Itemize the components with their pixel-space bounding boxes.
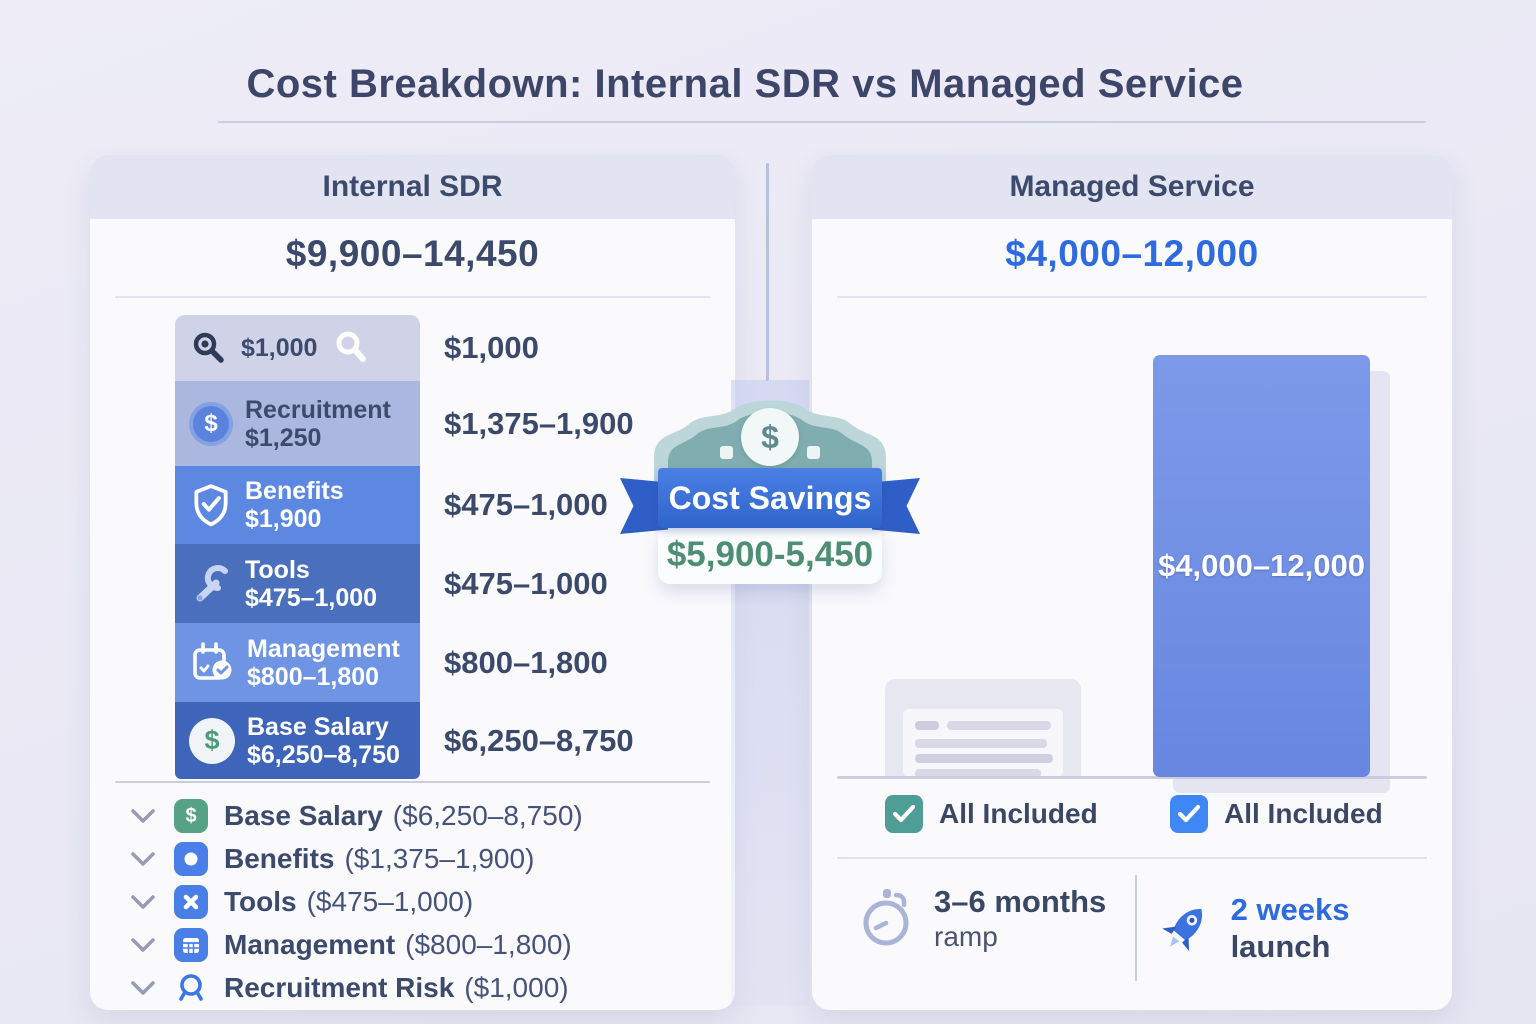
cost-savings-badge: $ Cost Savings $5,900-5,450 bbox=[620, 392, 920, 596]
segment-row-tools: Tools $475–1,000 $475–1,000 bbox=[175, 544, 735, 623]
chevron-down-icon[interactable] bbox=[130, 890, 156, 914]
internal-sdr-total: $9,900–14,450 bbox=[285, 233, 540, 274]
legend-item-management: Management ($800–1,800) bbox=[130, 927, 710, 963]
segment-row-benefits: Benefits $1,900 $475–1,000 bbox=[175, 466, 735, 544]
dollar-badge-icon: $ bbox=[741, 408, 799, 466]
dollar-square-icon: $ bbox=[174, 799, 208, 833]
chevron-down-icon[interactable] bbox=[130, 804, 156, 828]
footer-divider bbox=[1135, 875, 1137, 981]
chevron-down-icon[interactable] bbox=[130, 847, 156, 871]
legend: $ Base Salary ($6,250–8,750) Benefits ($… bbox=[130, 798, 710, 1013]
segment-row-recruitment: $ Recruitment $1,250 $1,375–1,900 bbox=[175, 381, 735, 466]
dot-square-icon bbox=[174, 842, 208, 876]
segment-row-recruitment-risk: $1,000 $1,000 bbox=[175, 315, 735, 381]
managed-service-card: Managed Service $4,000–12,000 $4,000–12,… bbox=[812, 155, 1452, 1010]
bar-value-label: $4,000–12,000 bbox=[1158, 548, 1365, 583]
segment-range: $475–1,000 bbox=[444, 565, 608, 601]
divider bbox=[115, 296, 710, 298]
all-included-left: All Included bbox=[885, 795, 1098, 833]
magnifier-dark-icon bbox=[189, 328, 229, 368]
magnifier-blue-icon bbox=[174, 971, 208, 1005]
included-row: All Included All Included bbox=[812, 795, 1452, 843]
page-title: Cost Breakdown: Internal SDR vs Managed … bbox=[246, 62, 1244, 106]
segment-range: $1,375–1,900 bbox=[444, 405, 634, 441]
footer-metrics: 3–6 months ramp 2 weeks launch bbox=[812, 869, 1452, 989]
chevron-down-icon[interactable] bbox=[130, 976, 156, 1000]
x-square-icon bbox=[174, 885, 208, 919]
title-divider bbox=[218, 121, 1426, 123]
managed-service-bar: $4,000–12,000 bbox=[1153, 355, 1370, 777]
stopwatch-icon bbox=[863, 889, 909, 946]
segment-range: $475–1,000 bbox=[444, 487, 608, 522]
internal-sdr-header: Internal SDR bbox=[90, 155, 735, 219]
shield-check-icon bbox=[189, 483, 233, 527]
dollar-coin-icon: $ bbox=[189, 717, 235, 764]
internal-sdr-card: Internal SDR $9,900–14,450 $1,000 bbox=[90, 155, 735, 1010]
wrench-icon bbox=[189, 562, 233, 606]
segment-row-base-salary: $ Base Salary $6,250–8,750 $6,250–8,750 bbox=[175, 702, 735, 779]
divider bbox=[115, 781, 710, 783]
managed-service-total: $4,000–12,000 bbox=[1005, 233, 1259, 274]
magnifier-white-icon bbox=[331, 328, 371, 368]
segment-value: $1,000 bbox=[241, 334, 318, 362]
teal-checkbox-icon[interactable] bbox=[885, 795, 923, 833]
dollar-circle-icon: $ bbox=[189, 401, 233, 446]
center-divider bbox=[766, 163, 769, 381]
segment-range: $6,250–8,750 bbox=[444, 722, 634, 758]
badge-dot-left bbox=[720, 446, 733, 459]
calendar-square-icon bbox=[174, 928, 208, 962]
divider bbox=[837, 296, 1427, 298]
stacked-bar: $1,000 $1,000 $ Recruitment $1,250 $1,37 bbox=[175, 315, 735, 779]
launch-metric: 2 weeks launch bbox=[1160, 891, 1452, 965]
segment-row-management: Management $800–1,800 $800–1,800 bbox=[175, 623, 735, 702]
all-included-right: All Included bbox=[1170, 795, 1383, 833]
cost-savings-amount: $5,900-5,450 bbox=[658, 526, 882, 584]
blue-checkbox-icon[interactable] bbox=[1170, 795, 1208, 833]
calendar-check-icon bbox=[189, 640, 235, 686]
segment-range: $800–1,800 bbox=[444, 644, 608, 680]
legend-item-benefits: Benefits ($1,375–1,900) bbox=[130, 841, 710, 877]
badge-dot-right bbox=[807, 446, 820, 459]
cost-savings-ribbon: Cost Savings bbox=[658, 468, 882, 528]
legend-item-recruitment-risk: Recruitment Risk ($1,000) bbox=[130, 970, 710, 1006]
legend-item-base-salary: $ Base Salary ($6,250–8,750) bbox=[130, 798, 710, 834]
chart-baseline bbox=[837, 776, 1427, 779]
managed-service-header: Managed Service bbox=[812, 155, 1452, 219]
chevron-down-icon[interactable] bbox=[130, 933, 156, 957]
segment-range: $1,000 bbox=[444, 330, 539, 365]
document-illustration bbox=[885, 679, 1081, 778]
legend-item-tools: Tools ($475–1,000) bbox=[130, 884, 710, 920]
divider bbox=[837, 857, 1427, 859]
ramp-metric: 3–6 months ramp bbox=[858, 883, 1106, 954]
rocket-icon bbox=[1162, 909, 1203, 952]
